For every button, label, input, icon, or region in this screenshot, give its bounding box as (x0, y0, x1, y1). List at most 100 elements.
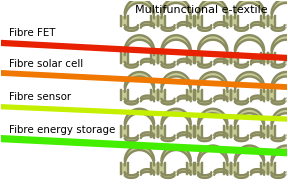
Polygon shape (125, 135, 138, 142)
Polygon shape (125, 0, 154, 18)
Polygon shape (198, 72, 228, 92)
Polygon shape (195, 163, 202, 174)
Polygon shape (231, 126, 238, 137)
Polygon shape (268, 163, 275, 174)
Polygon shape (162, 171, 175, 179)
Polygon shape (121, 90, 128, 100)
Polygon shape (261, 126, 268, 137)
Polygon shape (187, 16, 194, 26)
Polygon shape (151, 16, 158, 26)
Polygon shape (195, 53, 202, 63)
Polygon shape (231, 53, 238, 63)
Polygon shape (121, 53, 128, 63)
Polygon shape (235, 61, 248, 68)
Polygon shape (272, 98, 285, 105)
Polygon shape (235, 109, 264, 129)
Polygon shape (272, 61, 285, 68)
Polygon shape (198, 24, 211, 32)
Polygon shape (251, 168, 264, 176)
Polygon shape (272, 35, 288, 55)
Polygon shape (195, 90, 202, 100)
Polygon shape (162, 0, 191, 18)
Polygon shape (195, 16, 202, 26)
Polygon shape (125, 171, 138, 179)
Polygon shape (125, 61, 138, 68)
Polygon shape (141, 95, 154, 102)
Polygon shape (261, 163, 268, 174)
Polygon shape (272, 171, 285, 179)
Polygon shape (224, 126, 231, 137)
Text: Fibre energy storage: Fibre energy storage (9, 125, 116, 135)
Polygon shape (121, 126, 128, 137)
Polygon shape (187, 163, 194, 174)
Polygon shape (224, 16, 231, 26)
Polygon shape (198, 135, 211, 142)
Polygon shape (231, 90, 238, 100)
Text: Multifunctional e-textile: Multifunctional e-textile (135, 5, 268, 15)
Polygon shape (151, 163, 158, 174)
Polygon shape (214, 58, 228, 65)
Polygon shape (125, 146, 154, 166)
Polygon shape (162, 135, 175, 142)
Text: Fibre sensor: Fibre sensor (9, 92, 71, 102)
Polygon shape (261, 16, 268, 26)
Text: Fibre solar cell: Fibre solar cell (9, 59, 84, 69)
Polygon shape (235, 146, 264, 166)
Polygon shape (272, 72, 288, 92)
Polygon shape (162, 72, 191, 92)
Polygon shape (158, 53, 165, 63)
Polygon shape (272, 24, 285, 32)
Polygon shape (187, 126, 194, 137)
Polygon shape (235, 24, 248, 32)
Polygon shape (272, 135, 285, 142)
Polygon shape (178, 132, 191, 139)
Polygon shape (235, 171, 248, 179)
Polygon shape (251, 21, 264, 29)
Polygon shape (235, 135, 248, 142)
Polygon shape (121, 163, 128, 174)
Polygon shape (178, 95, 191, 102)
Polygon shape (141, 58, 154, 65)
Polygon shape (195, 126, 202, 137)
Polygon shape (235, 35, 264, 55)
Polygon shape (198, 109, 228, 129)
Polygon shape (187, 53, 194, 63)
Polygon shape (151, 126, 158, 137)
Polygon shape (151, 53, 158, 63)
Polygon shape (214, 95, 228, 102)
Polygon shape (125, 35, 154, 55)
Polygon shape (272, 109, 288, 129)
Text: Fibre FET: Fibre FET (9, 28, 56, 38)
Polygon shape (125, 24, 138, 32)
Polygon shape (224, 53, 231, 63)
Polygon shape (251, 95, 264, 102)
Polygon shape (125, 109, 154, 129)
Polygon shape (198, 61, 211, 68)
Polygon shape (268, 16, 275, 26)
Polygon shape (178, 58, 191, 65)
Polygon shape (231, 16, 238, 26)
Polygon shape (198, 0, 228, 18)
Polygon shape (121, 16, 128, 26)
Polygon shape (141, 168, 154, 176)
Polygon shape (214, 21, 228, 29)
Polygon shape (198, 98, 211, 105)
Polygon shape (125, 72, 154, 92)
Polygon shape (178, 168, 191, 176)
Polygon shape (235, 72, 264, 92)
Polygon shape (268, 90, 275, 100)
Polygon shape (272, 0, 288, 18)
Polygon shape (251, 132, 264, 139)
Polygon shape (224, 163, 231, 174)
Polygon shape (158, 16, 165, 26)
Polygon shape (125, 98, 138, 105)
Polygon shape (235, 98, 248, 105)
Polygon shape (235, 0, 264, 18)
Polygon shape (231, 163, 238, 174)
Polygon shape (151, 90, 158, 100)
Polygon shape (162, 98, 175, 105)
Polygon shape (158, 126, 165, 137)
Polygon shape (272, 146, 288, 166)
Polygon shape (141, 132, 154, 139)
Polygon shape (158, 90, 165, 100)
